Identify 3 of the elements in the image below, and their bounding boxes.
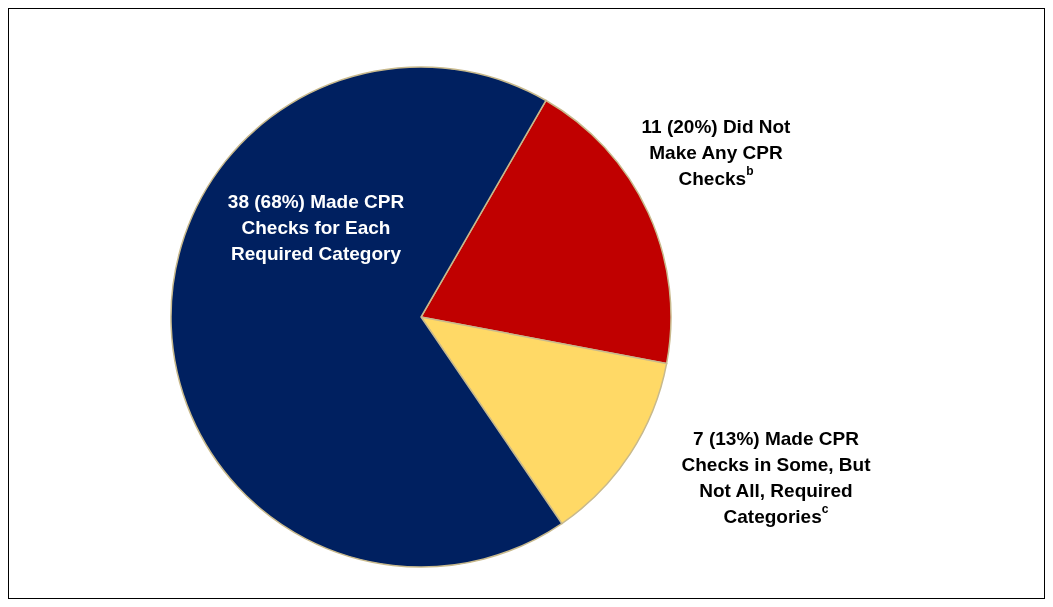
slice-label: 38 (68%) Made CPR Checks for Each Required Category: [227, 190, 405, 264]
slice-label: 7 (13%) Made CPR Checks in Some, But Not All, Required Categories$^{c}$: [681, 427, 872, 527]
slice-label: 11 (20%) Did Not Make Any CPR Checks$^{b}$: [641, 115, 792, 189]
